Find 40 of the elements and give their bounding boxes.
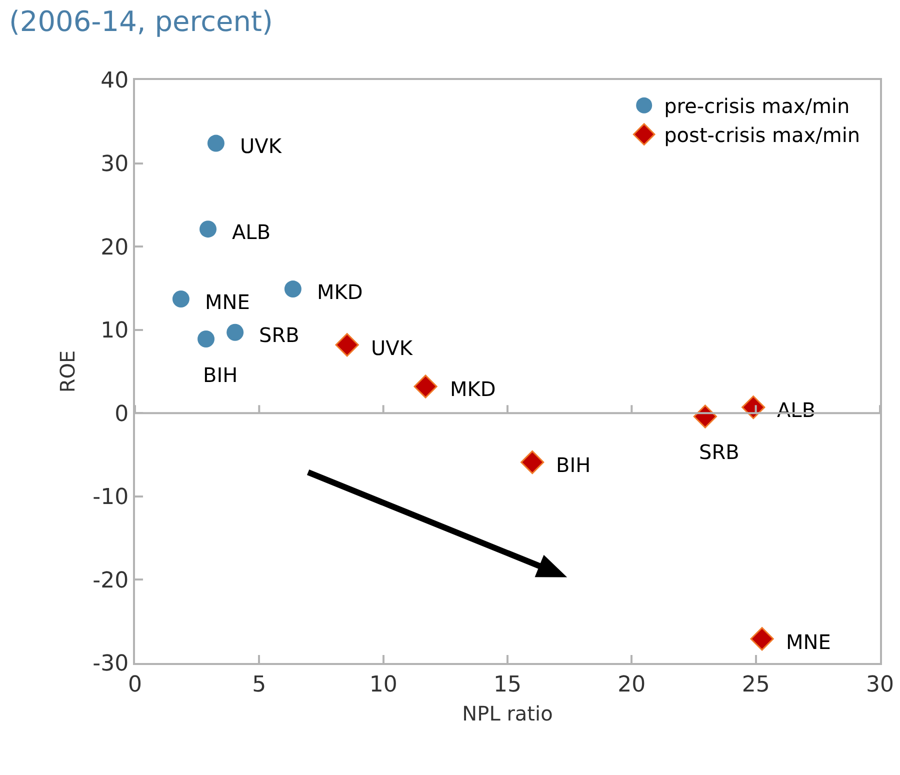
y-tick-label: 0 xyxy=(114,402,129,427)
point xyxy=(172,290,190,308)
x-tick-label: 20 xyxy=(618,672,646,698)
x-axis-title: NPL ratio xyxy=(462,701,553,726)
annotation: UVK xyxy=(371,336,414,360)
annotation: MKD xyxy=(317,280,363,304)
y-tick-label: -30 xyxy=(92,652,129,677)
x-tick-label: 15 xyxy=(494,672,522,698)
y-tick-label: 30 xyxy=(100,152,129,177)
annotation: MNE xyxy=(786,630,831,654)
annotation: SRB xyxy=(699,440,740,464)
point xyxy=(226,324,244,341)
annotation: MKD xyxy=(450,377,496,401)
annotation: UVK xyxy=(240,134,282,158)
point xyxy=(200,220,217,238)
y-tick-label: -10 xyxy=(92,485,129,510)
point xyxy=(414,374,438,398)
annotation: SRB xyxy=(259,323,300,347)
annotation: BIH xyxy=(556,453,591,477)
x-tick-label: 10 xyxy=(369,672,398,698)
annotation: BIH xyxy=(203,363,238,387)
point xyxy=(750,627,774,651)
y-axis-title: ROE xyxy=(56,350,80,393)
chart-title: (2006-14, percent) xyxy=(9,5,273,38)
annotation: ALB xyxy=(232,220,271,244)
x-tick-label: 30 xyxy=(866,672,894,698)
point xyxy=(207,134,224,152)
x-tick-label: 5 xyxy=(252,672,266,698)
point xyxy=(284,280,302,298)
annotation: MNE xyxy=(205,290,250,314)
x-tick-label: 25 xyxy=(742,672,770,698)
y-tick-label: 10 xyxy=(100,318,129,344)
point xyxy=(335,333,359,357)
y-tick-label: -20 xyxy=(92,568,129,594)
point xyxy=(198,330,215,348)
y-tick-label: 20 xyxy=(100,235,129,260)
point xyxy=(520,450,544,474)
legend-label: pre-crisis max/min xyxy=(664,94,850,118)
y-tick-label: 40 xyxy=(100,68,129,94)
legend-label: post-crisis max/min xyxy=(664,123,860,148)
